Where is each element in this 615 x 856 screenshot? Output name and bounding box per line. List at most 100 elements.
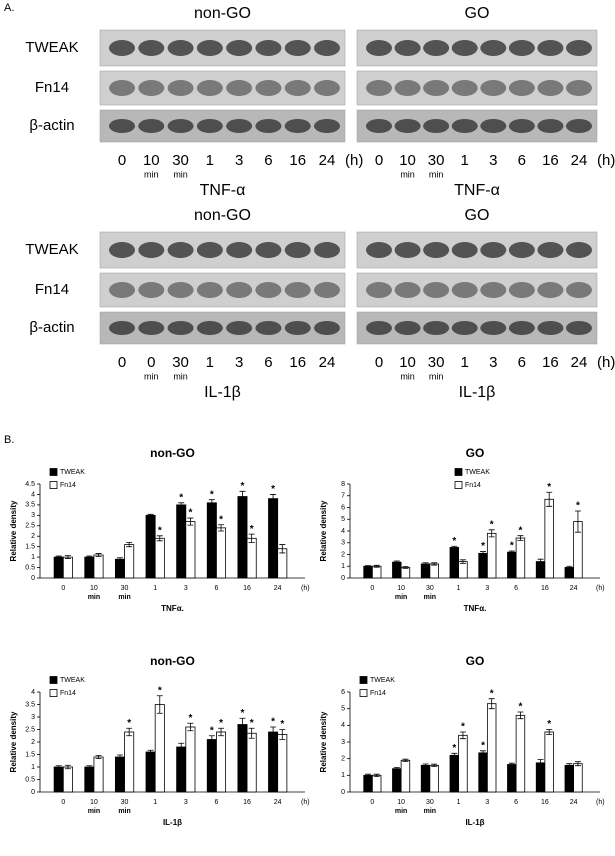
legend-swatch (359, 676, 368, 684)
significance-mark: * (481, 740, 485, 751)
blot-band (566, 242, 592, 258)
y-tick-label: 3 (31, 512, 35, 519)
lane-label: 3 (235, 152, 243, 169)
lane-label: 16 (542, 354, 559, 371)
significance-mark: * (547, 482, 551, 493)
significance-mark: * (219, 514, 223, 525)
blot-band (196, 80, 223, 96)
error-bar (508, 762, 515, 767)
x-tick-label: 30 (121, 585, 129, 592)
lane-label: 24 (571, 354, 588, 371)
x-tick-label: 3 (485, 585, 489, 592)
blot-band (255, 321, 282, 335)
significance-mark: * (490, 519, 494, 530)
error-bar (218, 524, 225, 532)
lane-label: 16 (542, 152, 559, 169)
bar (486, 532, 497, 579)
y-tick-label: 3 (341, 540, 345, 547)
significance-mark: * (241, 481, 245, 492)
significance-mark: * (518, 702, 522, 713)
bar (392, 561, 402, 579)
significance-mark: * (158, 525, 162, 536)
error-bar (270, 494, 277, 504)
y-tick-label: 1.5 (25, 544, 35, 551)
blot-band (138, 242, 165, 258)
blot-band (508, 321, 535, 335)
blot-band (226, 242, 253, 258)
y-tick-label: 0.5 (25, 564, 35, 571)
lane-label: 10 (143, 152, 160, 169)
significance-mark: * (547, 719, 551, 730)
blot-band (226, 282, 253, 298)
significance-mark: * (188, 713, 192, 724)
legend-swatch (49, 481, 58, 489)
blot-title: non-GO (194, 5, 251, 22)
blot-band (423, 282, 450, 298)
lane-label: 6 (264, 152, 272, 169)
y-tick-label: 3 (31, 714, 35, 721)
blot-band (284, 40, 311, 56)
error-bar (546, 491, 553, 507)
y-tick-label: 6 (341, 689, 345, 696)
legend-swatch (359, 689, 368, 697)
error-bar (270, 726, 277, 738)
blot-band (451, 119, 478, 133)
lane-label: 16 (289, 152, 306, 169)
x-tick-label: 10 (397, 585, 405, 592)
blot-band (451, 282, 478, 298)
legend-label: TWEAK (60, 677, 85, 684)
bar (216, 731, 227, 793)
error-bar (517, 711, 524, 720)
blot-band (508, 242, 535, 258)
y-tick-label: 1 (341, 772, 345, 779)
y-tick-label: 2 (341, 551, 345, 558)
lane-label: 24 (319, 354, 336, 371)
blot-band (284, 119, 311, 133)
error-bar (239, 490, 246, 503)
y-axis-label: Relative density (319, 711, 328, 772)
x-axis-label: IL-1β (163, 818, 182, 827)
y-tick-label: 4.5 (25, 481, 35, 488)
bar (246, 732, 257, 793)
x-tick-label: 30 (426, 585, 434, 592)
bar (277, 734, 288, 793)
blot-band (566, 119, 592, 133)
blot-band (423, 119, 450, 133)
y-tick-label: 5 (341, 706, 345, 713)
blot-band (537, 282, 564, 298)
bar (237, 496, 248, 579)
bar (216, 527, 227, 579)
x-tick-label: 30 (426, 799, 434, 806)
error-bar (147, 749, 154, 755)
panel-label: A. (4, 2, 14, 14)
x-tick-label: 30 (121, 799, 129, 806)
lane-label: 30 (428, 354, 445, 371)
bar (371, 774, 382, 793)
bar (93, 756, 104, 793)
x-tick-label: 3 (184, 799, 188, 806)
blot-band (284, 282, 311, 298)
bar (515, 537, 526, 579)
bar (449, 547, 460, 579)
error-bar (488, 698, 495, 710)
bar (206, 739, 217, 793)
significance-mark: * (481, 541, 485, 552)
blot-band (196, 282, 223, 298)
blot-band (314, 80, 340, 96)
y-tick-label: 2 (341, 756, 345, 763)
lane-label: 30 (172, 354, 189, 371)
blot-band (167, 40, 194, 56)
x-tick-label: 3 (485, 799, 489, 806)
significance-mark: * (510, 541, 514, 552)
blot-band (366, 242, 392, 258)
bar (53, 766, 64, 793)
error-bar (126, 727, 133, 737)
x-tick-sublabel: min (424, 594, 436, 601)
blot-band (480, 242, 507, 258)
bar (62, 766, 73, 793)
lane-label: 10 (399, 152, 416, 169)
lane-label: 1 (461, 152, 469, 169)
lane-label: 6 (518, 152, 526, 169)
blot-band (167, 80, 194, 96)
